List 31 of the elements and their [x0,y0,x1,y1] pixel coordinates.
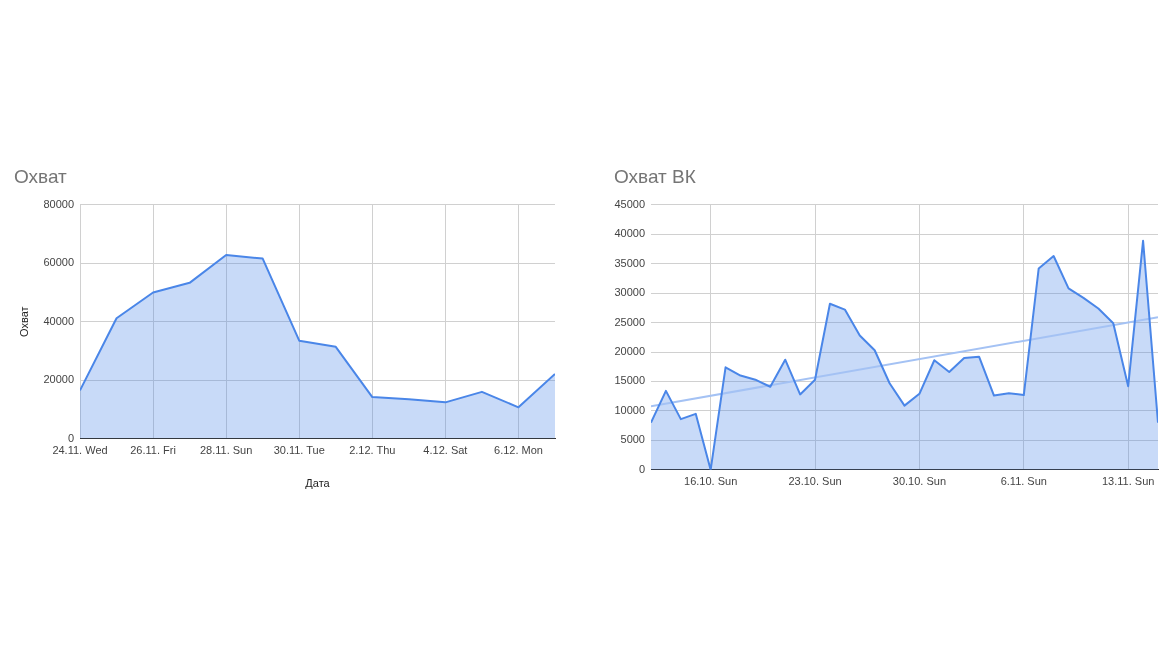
y-tick-label: 30000 [614,286,645,299]
y-tick-label: 20000 [43,373,74,386]
x-tick-label: 28.11. Sun [199,444,253,457]
chart-title: Охват [14,165,68,187]
chart-title: Охват ВК [614,165,696,187]
y-tick-label: 0 [67,431,74,444]
y-tick-label: 0 [638,462,645,475]
x-tick-label: 23.10. Sun [788,475,842,488]
x-tick-label: 4.12. Sat [423,444,468,457]
y-tick-label: 25000 [614,315,645,328]
x-tick-label: 16.10. Sun [684,475,738,488]
y-axis-title: Охват [17,306,30,337]
y-tick-label: 60000 [43,256,74,269]
y-tick-label: 15000 [614,374,645,387]
y-tick-label: 40000 [43,314,74,327]
y-tick-label: 10000 [614,403,645,416]
x-tick-label: 6.11. Sun [1000,475,1047,488]
y-tick-label: 5000 [620,433,645,446]
y-tick-label: 40000 [614,227,645,240]
x-tick-label: 2.12. Thu [349,444,396,457]
y-tick-label: 80000 [43,197,74,210]
x-tick-label: 26.11. Fri [130,444,176,457]
x-axis-title: Дата [305,477,331,490]
y-tick-label: 20000 [614,345,645,358]
x-tick-label: 30.11. Tue [273,444,325,457]
x-tick-label: 30.10. Sun [892,475,947,488]
x-tick-label: 6.12. Mon [494,444,543,457]
x-tick-label: 13.11. Sun [1101,475,1155,488]
x-tick-label: 24.11. Wed [52,444,108,457]
y-tick-label: 45000 [614,197,645,210]
y-tick-label: 35000 [614,256,645,269]
